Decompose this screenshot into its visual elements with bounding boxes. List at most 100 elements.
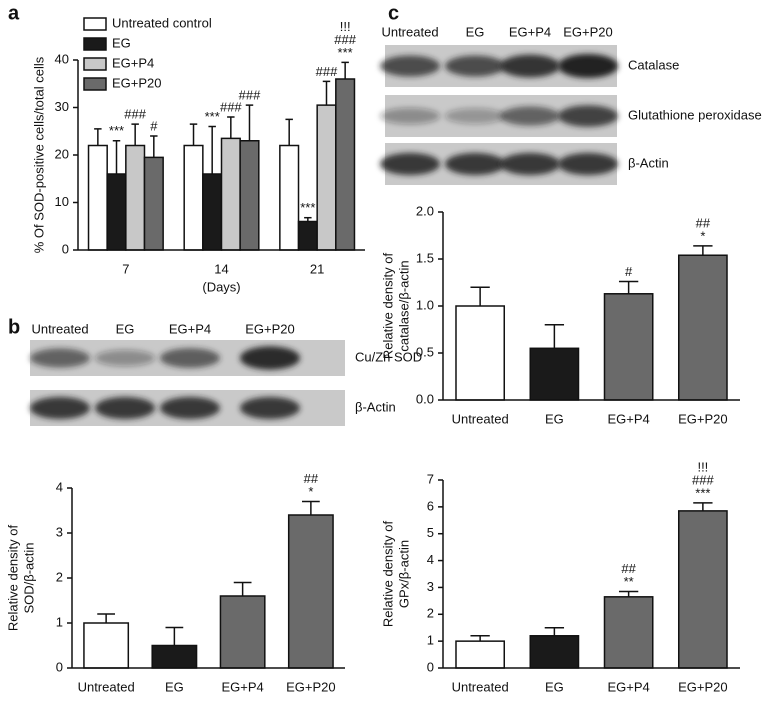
bar xyxy=(151,644,198,669)
blot-band xyxy=(30,348,90,368)
bar xyxy=(335,78,356,251)
y-axis-label: Relative density of xyxy=(380,253,395,360)
y-tick-label: 0 xyxy=(56,659,63,674)
lane-label: EG+P4 xyxy=(169,321,211,336)
legend-swatch xyxy=(83,57,107,71)
bar xyxy=(202,173,223,251)
y-axis-label: catalase/β-actin xyxy=(396,260,411,351)
blot-band xyxy=(558,54,618,78)
bar xyxy=(677,254,728,401)
x-tick-label: EG xyxy=(545,679,564,694)
blot-row-label: Cu/Zn SOD xyxy=(355,349,422,364)
y-tick-label: 2.0 xyxy=(416,203,434,218)
blot-band xyxy=(160,396,220,420)
bar xyxy=(87,144,108,251)
y-axis-label: GPx/β-actin xyxy=(396,540,411,608)
significance-label: ## xyxy=(304,471,319,486)
blot-band xyxy=(30,396,90,420)
bar xyxy=(83,622,130,669)
panel-label: a xyxy=(8,2,20,24)
significance-label: *** xyxy=(300,200,315,215)
blot-band xyxy=(160,348,220,368)
x-tick-label: Untreated xyxy=(452,411,509,426)
y-tick-label: 6 xyxy=(427,498,434,513)
bar xyxy=(297,220,318,251)
legend-label: EG+P20 xyxy=(112,75,162,90)
x-tick-label: EG+P20 xyxy=(678,411,728,426)
blot-band xyxy=(445,108,505,124)
x-tick-label: EG xyxy=(545,411,564,426)
significance-label: # xyxy=(625,264,633,279)
bar xyxy=(279,144,300,251)
significance-label: ## xyxy=(621,561,636,576)
bar xyxy=(529,635,580,669)
lane-label: EG+P4 xyxy=(509,24,551,39)
y-axis-label: Relative density of xyxy=(5,525,20,632)
y-tick-label: 2 xyxy=(56,569,63,584)
lane-label: Untreated xyxy=(31,321,88,336)
significance-label: *** xyxy=(695,485,710,500)
lane-label: EG xyxy=(116,321,135,336)
bar xyxy=(455,640,506,669)
x-tick-label: Untreated xyxy=(78,679,135,694)
x-tick-label: 14 xyxy=(214,261,228,276)
significance-label: ### xyxy=(239,88,261,103)
bar xyxy=(287,514,334,669)
blot-row-label: Glutathione peroxidase xyxy=(628,107,762,122)
blot-band xyxy=(380,107,440,125)
panel-label: b xyxy=(8,316,20,338)
blot-band xyxy=(445,152,505,176)
y-tick-label: 20 xyxy=(55,146,69,161)
y-tick-label: 1.5 xyxy=(416,250,434,265)
x-tick-label: 7 xyxy=(122,261,129,276)
significance-label: * xyxy=(308,484,313,499)
bar xyxy=(603,596,654,669)
significance-label: ### xyxy=(334,32,356,47)
bar xyxy=(125,144,146,251)
bar xyxy=(677,510,728,669)
y-tick-label: 3 xyxy=(56,524,63,539)
y-tick-label: 5 xyxy=(427,525,434,540)
blot-band xyxy=(558,152,618,176)
lane-label: EG+P20 xyxy=(245,321,295,336)
blot-band xyxy=(95,396,155,420)
bar xyxy=(316,104,337,251)
y-tick-label: 0 xyxy=(62,241,69,256)
blot-band xyxy=(500,152,560,176)
blot-band xyxy=(500,54,560,78)
blot-band xyxy=(240,396,300,420)
y-tick-label: 40 xyxy=(55,51,69,66)
y-tick-label: 1.0 xyxy=(416,297,434,312)
y-tick-label: 10 xyxy=(55,194,69,209)
lane-label: EG xyxy=(466,24,485,39)
bar xyxy=(603,293,654,401)
y-axis-label: Relative density of xyxy=(380,521,395,628)
x-tick-label: EG+P4 xyxy=(607,411,649,426)
y-axis-label: SOD/β-actin xyxy=(21,542,36,613)
legend-label: EG+P4 xyxy=(112,55,154,70)
significance-label: ** xyxy=(624,574,634,589)
x-tick-label: EG+P4 xyxy=(607,679,649,694)
significance-label: *** xyxy=(338,45,353,60)
blot-band xyxy=(380,55,440,77)
blot-band xyxy=(558,105,618,127)
legend-swatch xyxy=(83,17,107,31)
legend-label: EG xyxy=(112,35,131,50)
significance-label: *** xyxy=(205,109,220,124)
y-tick-label: 1 xyxy=(427,633,434,648)
significance-label: # xyxy=(150,118,158,133)
y-axis-label: % Of SOD-positive cells/total cells xyxy=(31,56,46,253)
lane-label: Untreated xyxy=(381,24,438,39)
bar xyxy=(529,347,580,401)
legend-label: Untreated control xyxy=(112,15,212,30)
x-tick-label: EG+P20 xyxy=(678,679,728,694)
significance-label: !!! xyxy=(340,19,351,34)
blot-row-label: Catalase xyxy=(628,57,679,72)
y-tick-label: 1 xyxy=(56,614,63,629)
y-tick-label: 2 xyxy=(427,606,434,621)
bar xyxy=(220,137,241,251)
y-tick-label: 0.5 xyxy=(416,344,434,359)
bar xyxy=(106,173,127,251)
blot-band xyxy=(500,106,560,126)
